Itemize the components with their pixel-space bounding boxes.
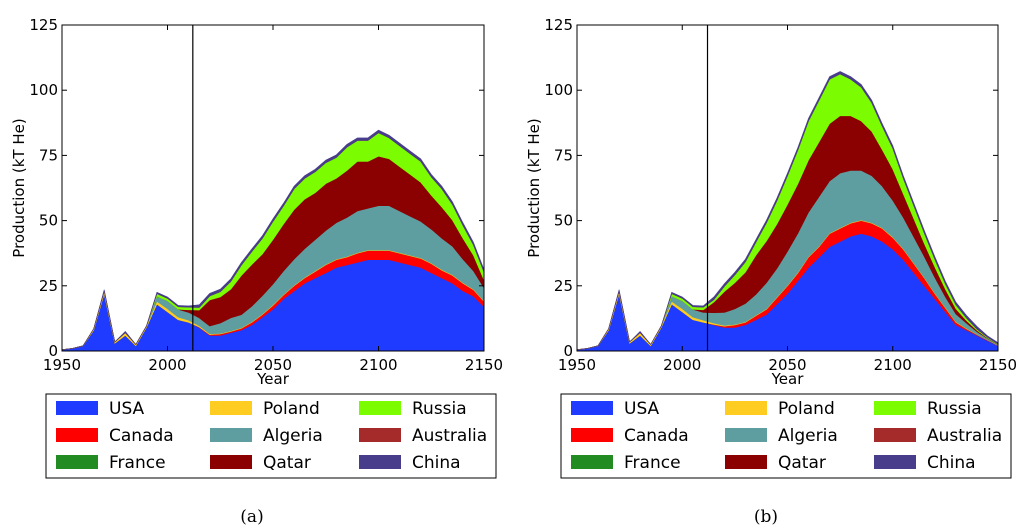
x-tick-label: 2150 <box>465 356 503 374</box>
legend-swatch-china <box>874 455 916 469</box>
chart-panel-a: 1950 2000 2050 2100 2150 0 25 50 75 100 125 Year Pro… <box>10 16 503 527</box>
legend-label-usa: USA <box>109 399 145 419</box>
panel-caption: (a) <box>240 507 263 527</box>
x-tick-label: 1950 <box>43 356 81 374</box>
legend-swatch-algeria <box>725 428 767 442</box>
y-axis-label: Production (kT He) <box>525 118 543 257</box>
legend-swatch-france <box>571 455 613 469</box>
x-tick-label: 2050 <box>768 356 806 374</box>
y-tick-label: 25 <box>554 277 573 295</box>
legend-swatch-china <box>359 455 401 469</box>
legend-swatch-algeria <box>210 428 252 442</box>
legend-label-qatar: Qatar <box>778 453 826 473</box>
legend-swatch-poland <box>725 401 767 415</box>
legend: USA Poland Russia Canada Algeria Australia Fra… <box>560 393 1012 479</box>
chart-panel-b: 1950 2000 2050 2100 2150 0 25 50 75 100 125 Year Pro… <box>525 16 1017 527</box>
legend-label-china: China <box>412 453 461 473</box>
x-tick-label: 1950 <box>558 356 596 374</box>
y-tick-label: 50 <box>554 212 573 230</box>
legend-label-france: France <box>624 453 681 473</box>
legend-label-poland: Poland <box>263 399 320 419</box>
y-tick-label: 0 <box>563 342 573 360</box>
legend-label-qatar: Qatar <box>263 453 311 473</box>
x-tick-label: 2000 <box>663 356 701 374</box>
legend-frame <box>45 393 497 479</box>
legend-label-france: France <box>109 453 166 473</box>
legend-swatch-qatar <box>210 455 252 469</box>
legend-swatch-usa <box>571 401 613 415</box>
legend-swatch-canada <box>571 428 613 442</box>
legend-label-usa: USA <box>624 399 660 419</box>
legend-label-algeria: Algeria <box>778 426 838 446</box>
legend-swatch-poland <box>210 401 252 415</box>
legend-label-algeria: Algeria <box>263 426 323 446</box>
legend-swatch-russia <box>359 401 401 415</box>
legend-label-poland: Poland <box>778 399 835 419</box>
y-tick-label: 125 <box>29 16 58 34</box>
y-tick-label: 100 <box>544 81 573 99</box>
y-tick-label: 100 <box>29 81 58 99</box>
legend-swatch-australia <box>359 428 401 442</box>
x-tick-label: 2050 <box>254 356 292 374</box>
y-tick-label: 25 <box>39 277 58 295</box>
legend-label-australia: Australia <box>412 426 487 446</box>
x-axis-label: Year <box>256 370 290 388</box>
x-axis-label: Year <box>771 370 805 388</box>
y-axis-label: Production (kT He) <box>10 118 28 257</box>
legend-swatch-qatar <box>725 455 767 469</box>
x-tick-label: 2100 <box>874 356 912 374</box>
x-tick-label: 2150 <box>979 356 1017 374</box>
legend-label-china: China <box>927 453 976 473</box>
legend: USA Poland Russia Canada Algeria Australia Fra… <box>45 393 497 479</box>
legend-swatch-australia <box>874 428 916 442</box>
y-tick-label: 50 <box>39 212 58 230</box>
legend-swatch-canada <box>56 428 98 442</box>
legend-swatch-usa <box>56 401 98 415</box>
y-tick-label: 75 <box>554 146 573 164</box>
y-tick-label: 0 <box>48 342 58 360</box>
y-tick-label: 75 <box>39 146 58 164</box>
legend-label-canada: Canada <box>109 426 174 446</box>
panel-caption: (b) <box>754 507 778 527</box>
y-tick-label: 125 <box>544 16 573 34</box>
legend-label-russia: Russia <box>412 399 467 419</box>
legend-label-russia: Russia <box>927 399 982 419</box>
legend-label-canada: Canada <box>624 426 689 446</box>
legend-swatch-france <box>56 455 98 469</box>
x-tick-label: 2100 <box>359 356 397 374</box>
legend-swatch-russia <box>874 401 916 415</box>
x-tick-label: 2000 <box>148 356 186 374</box>
legend-frame <box>560 393 1012 479</box>
legend-label-australia: Australia <box>927 426 1002 446</box>
